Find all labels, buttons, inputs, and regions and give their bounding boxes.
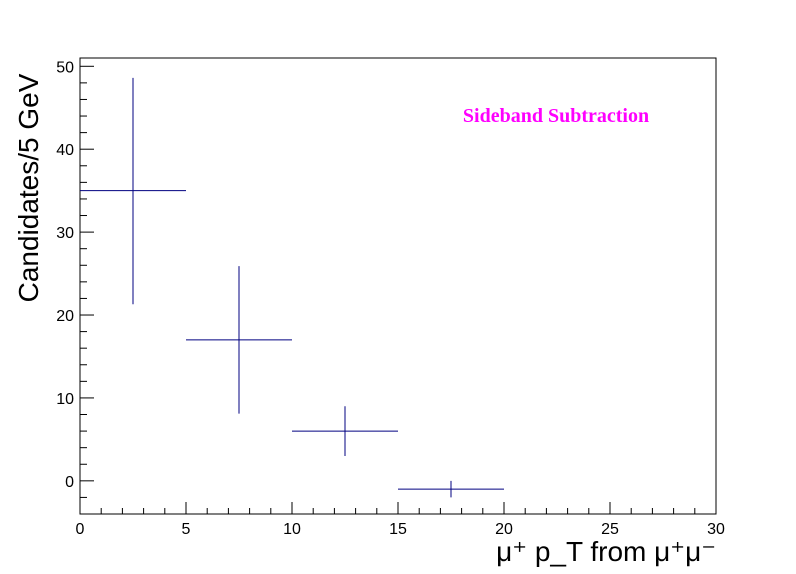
x-tick-label: 20	[495, 521, 513, 538]
y-axis-label: Candidates/5 GeV	[13, 73, 44, 302]
x-tick-label: 25	[601, 521, 619, 538]
x-tick-label: 5	[182, 521, 191, 538]
x-tick-label: 15	[389, 521, 407, 538]
annotation-sideband-subtraction: Sideband Subtraction	[463, 105, 649, 127]
data-point-2	[186, 266, 292, 414]
ticks: 0 5 10 15 20 25 30 0 10 20 30 40 50	[56, 59, 725, 538]
x-tick-label: 30	[707, 521, 725, 538]
y-tick-label: 0	[65, 474, 74, 491]
y-tick-label: 20	[56, 308, 74, 325]
data-point-3	[292, 406, 398, 456]
data-point-1	[80, 77, 186, 305]
x-axis-label: μ⁺ p_T from μ⁺μ⁻	[496, 536, 716, 567]
y-tick-label: 40	[56, 142, 74, 159]
data-marks	[80, 77, 504, 498]
x-tick-label: 0	[76, 521, 85, 538]
x-tick-label: 10	[283, 521, 301, 538]
y-tick-label: 30	[56, 225, 74, 242]
data-point-4	[398, 480, 504, 498]
y-tick-label: 10	[56, 391, 74, 408]
y-tick-label: 50	[56, 59, 74, 76]
